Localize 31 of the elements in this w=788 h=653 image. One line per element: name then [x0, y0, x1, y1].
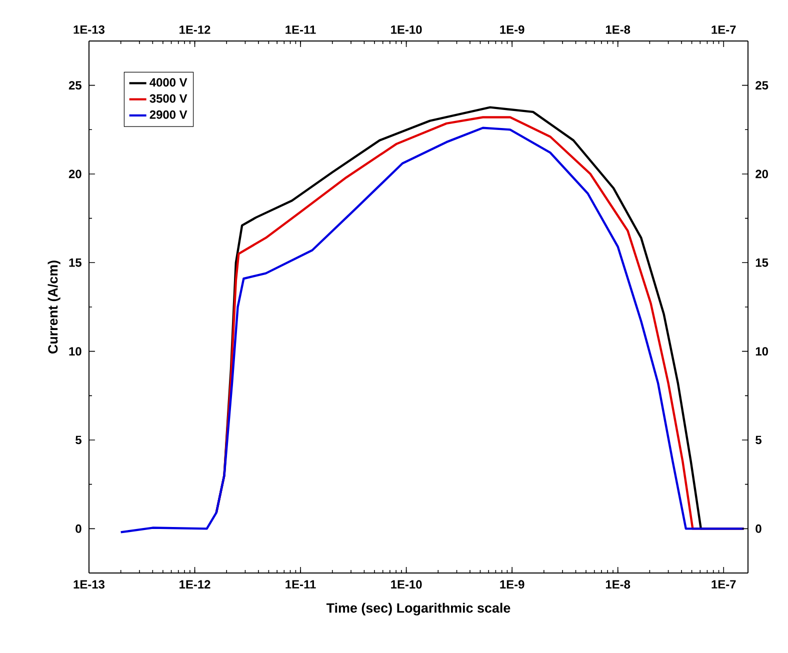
y2-tick-label: 10 [756, 347, 768, 356]
x-tick-label: 1E-12 [180, 25, 210, 34]
y-tick-label: 0 [76, 524, 82, 533]
y2-tick-label: 20 [756, 170, 768, 178]
y-axis-title: Current (A/cm) [48, 260, 60, 354]
y-tick-label: 15 [69, 258, 82, 267]
y2-tick-label: 25 [756, 81, 768, 90]
legend-label: 2900 V [150, 110, 188, 119]
legend-label: 3500 V [150, 94, 188, 103]
y-tick-label: 10 [69, 347, 82, 356]
y2-tick-label: 5 [756, 436, 762, 444]
x-tick-label: 1E-9 [500, 25, 524, 34]
x-tick-label: 1E-11 [286, 26, 316, 34]
text: 1E-13 [74, 580, 104, 589]
text: 1E-9 [500, 580, 524, 589]
x-tick-label: 1E-8 [606, 25, 630, 34]
y-tick-label: 5 [76, 436, 82, 444]
x-tick-label: 1E-10 [391, 25, 422, 34]
x-axis-title: Time (sec) Logarithmic scale [326, 602, 510, 616]
text: 1E-12 [180, 580, 210, 589]
y-tick-label: 25 [68, 81, 82, 90]
text: 1E-11 [286, 580, 316, 588]
y2-tick-label: 0 [756, 524, 762, 533]
x-tick-label: 1E-7 [712, 26, 736, 34]
text: 1E-7 [712, 580, 736, 588]
y2-tick-label: 15 [756, 258, 768, 267]
y-tick-label: 20 [68, 170, 82, 178]
text: 1E-8 [606, 580, 630, 589]
text: 1E-10 [391, 580, 422, 589]
legend-label: 4000 V [150, 78, 188, 87]
x-tick-label: 1E-13 [74, 25, 104, 34]
